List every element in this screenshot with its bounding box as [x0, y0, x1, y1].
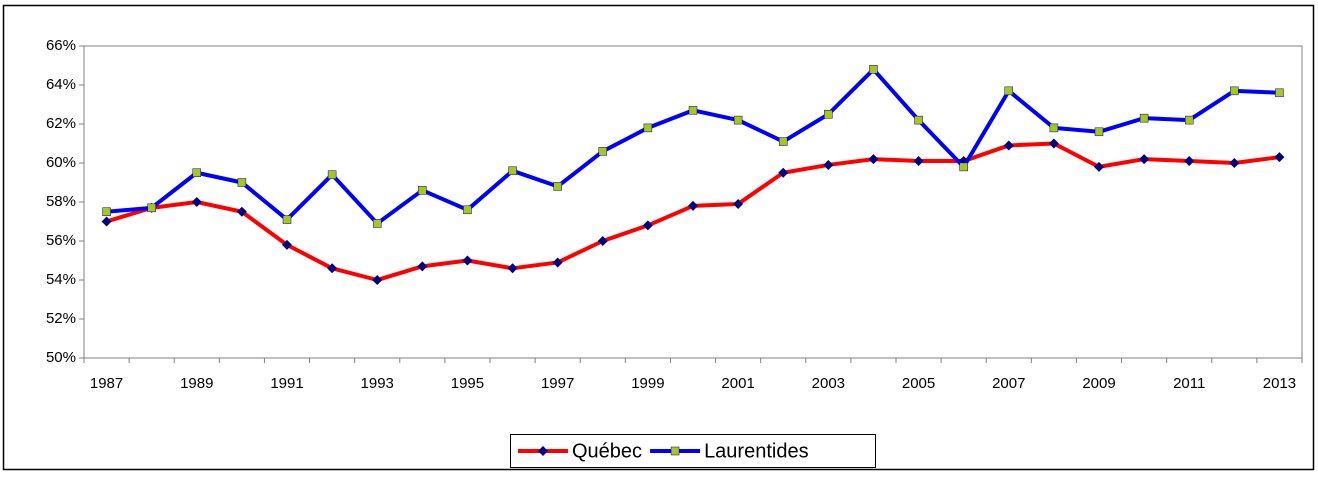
- x-tick-label: 2013: [1263, 375, 1296, 392]
- point: [914, 115, 923, 125]
- y-tick-label: 56%: [46, 232, 76, 249]
- x-tick-label: 2009: [1082, 375, 1115, 392]
- point: [1184, 115, 1194, 125]
- y-tick-label: 66%: [46, 37, 76, 54]
- point: [462, 255, 473, 266]
- point: [282, 215, 292, 224]
- point: [1003, 140, 1014, 151]
- point: [1184, 156, 1195, 167]
- x-tick-label: 2007: [992, 375, 1025, 392]
- x-tick-label: 1999: [631, 375, 664, 392]
- point: [778, 167, 789, 178]
- point: [553, 182, 562, 191]
- point: [418, 186, 427, 195]
- point: [1139, 154, 1150, 165]
- x-tick-label: 2011: [1173, 375, 1205, 392]
- point: [372, 275, 383, 285]
- point: [237, 178, 247, 187]
- point: [282, 239, 292, 250]
- x-tick-label: 1989: [180, 375, 213, 392]
- point: [1049, 123, 1059, 133]
- point: [1004, 86, 1014, 96]
- point: [670, 446, 680, 456]
- point: [868, 154, 879, 165]
- point: [192, 168, 202, 177]
- point: [913, 156, 924, 167]
- x-tick-label: 2005: [902, 375, 935, 392]
- y-tick-label: 62%: [46, 115, 76, 132]
- point: [733, 198, 744, 209]
- point: [327, 263, 338, 274]
- y-tick-label: 54%: [46, 271, 76, 288]
- point: [102, 207, 111, 216]
- point: [507, 263, 518, 274]
- point: [191, 197, 202, 207]
- point: [101, 216, 112, 227]
- point: [643, 123, 653, 133]
- x-tick-label: 1997: [541, 375, 574, 392]
- y-tick-label: 50%: [46, 349, 76, 366]
- point: [236, 206, 247, 217]
- x-tick-label: 1987: [90, 375, 123, 392]
- point: [597, 236, 608, 246]
- legend-label: Québec: [572, 440, 642, 462]
- point: [688, 200, 698, 211]
- point: [417, 261, 428, 272]
- y-tick-label: 52%: [46, 310, 76, 327]
- point: [372, 219, 382, 228]
- point: [1139, 113, 1149, 123]
- x-tick-label: 1991: [270, 375, 303, 392]
- point: [552, 257, 563, 268]
- x-tick-label: 2003: [812, 375, 845, 392]
- point: [733, 115, 743, 125]
- x-tick-label: 1995: [451, 375, 484, 392]
- point: [959, 162, 968, 172]
- point: [598, 147, 608, 156]
- y-tick-label: 58%: [46, 193, 76, 210]
- point: [869, 65, 878, 74]
- point: [1048, 138, 1059, 149]
- x-tick-label: 1993: [361, 375, 394, 392]
- y-tick-label: 60%: [46, 154, 76, 171]
- point: [824, 110, 833, 119]
- y-tick-label: 64%: [46, 76, 76, 93]
- point: [508, 166, 517, 176]
- point: [642, 220, 653, 231]
- legend-label: Laurentides: [704, 440, 809, 462]
- point: [778, 137, 788, 146]
- point: [327, 170, 337, 179]
- point: [538, 446, 548, 456]
- point: [147, 203, 156, 213]
- x-tick-label: 2001: [721, 375, 754, 392]
- point: [1275, 88, 1284, 98]
- point: [1230, 86, 1239, 96]
- point: [1274, 152, 1285, 163]
- point: [823, 159, 834, 170]
- point: [1094, 127, 1104, 137]
- point: [1229, 158, 1240, 168]
- point: [688, 106, 698, 115]
- point: [463, 205, 472, 215]
- point: [1094, 161, 1104, 172]
